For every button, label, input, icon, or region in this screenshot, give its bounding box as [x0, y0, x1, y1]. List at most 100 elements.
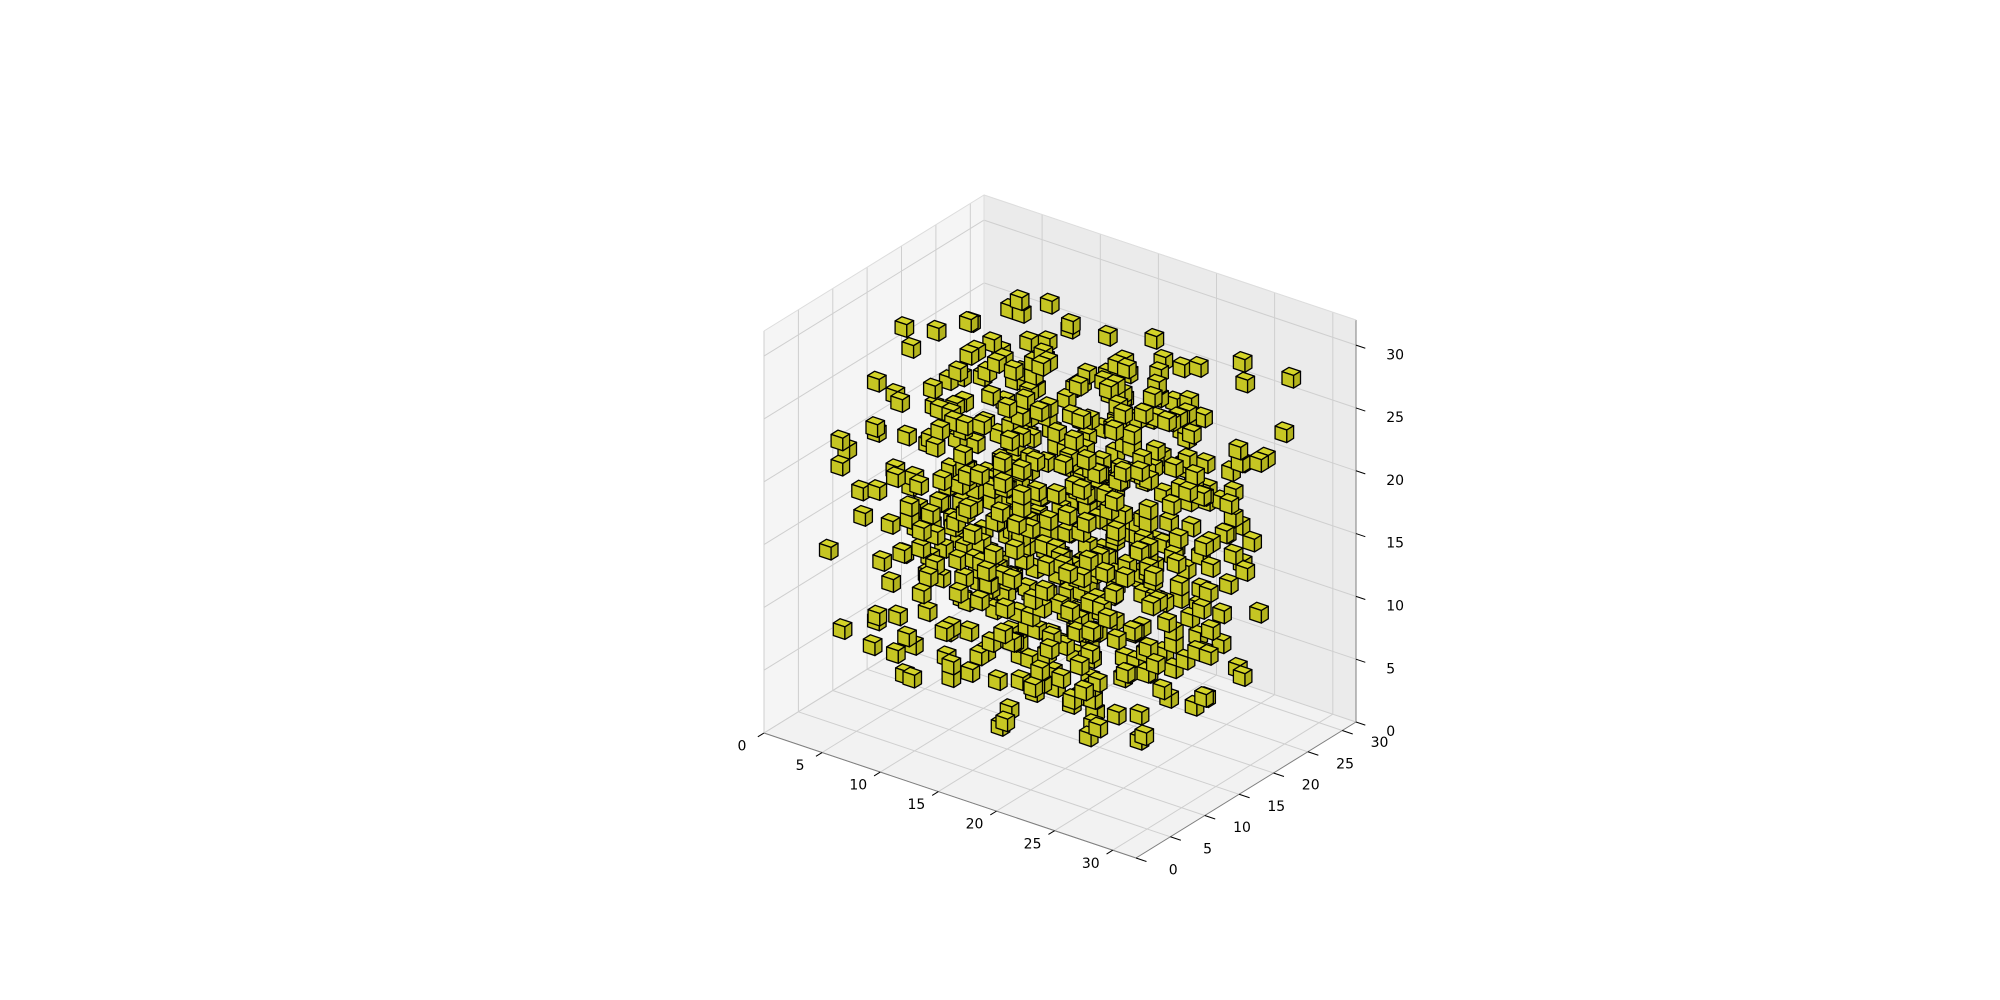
x-tick-label: 10 — [849, 778, 867, 794]
voxel — [1104, 489, 1125, 512]
voxel — [960, 661, 981, 684]
z-tick-label: 5 — [1386, 661, 1395, 677]
voxel — [955, 414, 976, 437]
voxel — [986, 351, 1007, 374]
x-tick-label: 30 — [1082, 856, 1100, 872]
voxel — [1129, 703, 1150, 726]
voxel-side-face — [1210, 647, 1219, 666]
voxel — [1141, 594, 1162, 617]
voxel — [894, 316, 915, 339]
voxel — [930, 418, 951, 441]
voxel-side-face — [1042, 358, 1052, 377]
y-tick-mark — [1170, 836, 1181, 841]
voxel — [1157, 611, 1177, 634]
voxel — [1145, 439, 1166, 462]
voxel-side-face — [1037, 454, 1046, 473]
voxel-side-face — [1069, 566, 1079, 585]
voxel — [1097, 324, 1118, 347]
voxel — [897, 625, 917, 648]
voxel-side-face — [959, 364, 969, 383]
voxel — [1115, 661, 1136, 684]
voxel — [830, 454, 851, 477]
voxel-side-face — [1193, 426, 1202, 445]
voxel — [1163, 456, 1184, 479]
voxel-side-face — [1011, 433, 1020, 452]
voxel — [1235, 559, 1256, 582]
voxel-side-face — [1212, 559, 1221, 579]
voxel-side-face — [842, 433, 851, 452]
voxel-side-face — [1141, 707, 1150, 726]
voxel — [830, 429, 851, 452]
voxel-side-face — [1231, 496, 1240, 515]
voxel-side-face — [999, 673, 1008, 692]
voxel — [1011, 483, 1032, 506]
x-tick-label: 5 — [796, 758, 805, 774]
voxel — [1228, 438, 1249, 461]
y-tick-mark — [1273, 772, 1285, 777]
voxel — [1113, 460, 1134, 483]
voxel-side-face — [1124, 507, 1134, 526]
voxel-side-face — [1118, 632, 1127, 651]
voxel-side-face — [934, 381, 943, 400]
voxel-side-face — [1023, 305, 1032, 324]
voxel — [1249, 601, 1269, 624]
voxel-side-face — [1150, 540, 1159, 559]
voxel-side-face — [1157, 443, 1166, 462]
voxel-side-face — [842, 458, 851, 477]
voxel — [1047, 421, 1068, 444]
voxel-side-face — [971, 624, 980, 643]
voxel — [1138, 498, 1159, 521]
voxel-side-face — [1099, 674, 1108, 694]
voxel-side-face — [830, 542, 839, 561]
voxel — [1051, 667, 1072, 690]
voxel-side-face — [977, 436, 986, 455]
voxel — [959, 620, 980, 643]
voxel-side-face — [1203, 488, 1212, 507]
voxel — [1181, 422, 1202, 445]
voxel — [1106, 703, 1127, 726]
voxel-side-face — [1072, 316, 1081, 335]
voxel-side-face — [995, 547, 1004, 566]
voxel-side-face — [1133, 427, 1143, 446]
z-tick-label: 20 — [1386, 473, 1404, 489]
voxel-side-face — [1071, 604, 1081, 623]
voxel — [1060, 312, 1081, 335]
voxel-side-face — [944, 473, 953, 492]
voxel-side-face — [1117, 523, 1127, 542]
voxel — [1116, 357, 1137, 380]
voxel — [880, 512, 901, 535]
voxel — [1178, 480, 1199, 503]
voxel-side-face — [1116, 493, 1125, 512]
voxel — [1191, 484, 1212, 507]
voxel-side-face — [1260, 454, 1269, 473]
voxel — [1053, 453, 1074, 476]
voxel — [1249, 450, 1269, 473]
x-tick-label: 15 — [907, 797, 925, 813]
voxel-side-face — [1033, 430, 1042, 449]
voxel — [1223, 543, 1244, 566]
voxel — [1015, 388, 1036, 411]
voxel-side-face — [1006, 714, 1016, 733]
z-tick-mark — [1355, 658, 1366, 663]
voxel-side-face — [1069, 508, 1078, 527]
voxel-side-face — [965, 394, 975, 413]
voxel — [911, 519, 932, 542]
voxel — [953, 443, 973, 466]
voxel-side-face — [864, 508, 874, 527]
grid-line-y-floor — [832, 690, 1205, 816]
voxel — [1134, 724, 1155, 747]
voxel-side-face — [940, 494, 950, 514]
voxel-side-face — [1115, 423, 1125, 442]
voxel-side-face — [1041, 663, 1051, 682]
voxel — [888, 604, 908, 627]
voxel-side-face — [1246, 375, 1256, 394]
voxel-side-face — [1163, 682, 1173, 701]
axis-lines — [763, 194, 1357, 859]
z-tick-mark — [1355, 470, 1366, 475]
voxel — [866, 370, 887, 393]
voxel — [892, 541, 913, 564]
voxel — [1235, 371, 1256, 394]
voxel-side-face — [1235, 509, 1244, 528]
voxel-side-face — [937, 527, 946, 546]
